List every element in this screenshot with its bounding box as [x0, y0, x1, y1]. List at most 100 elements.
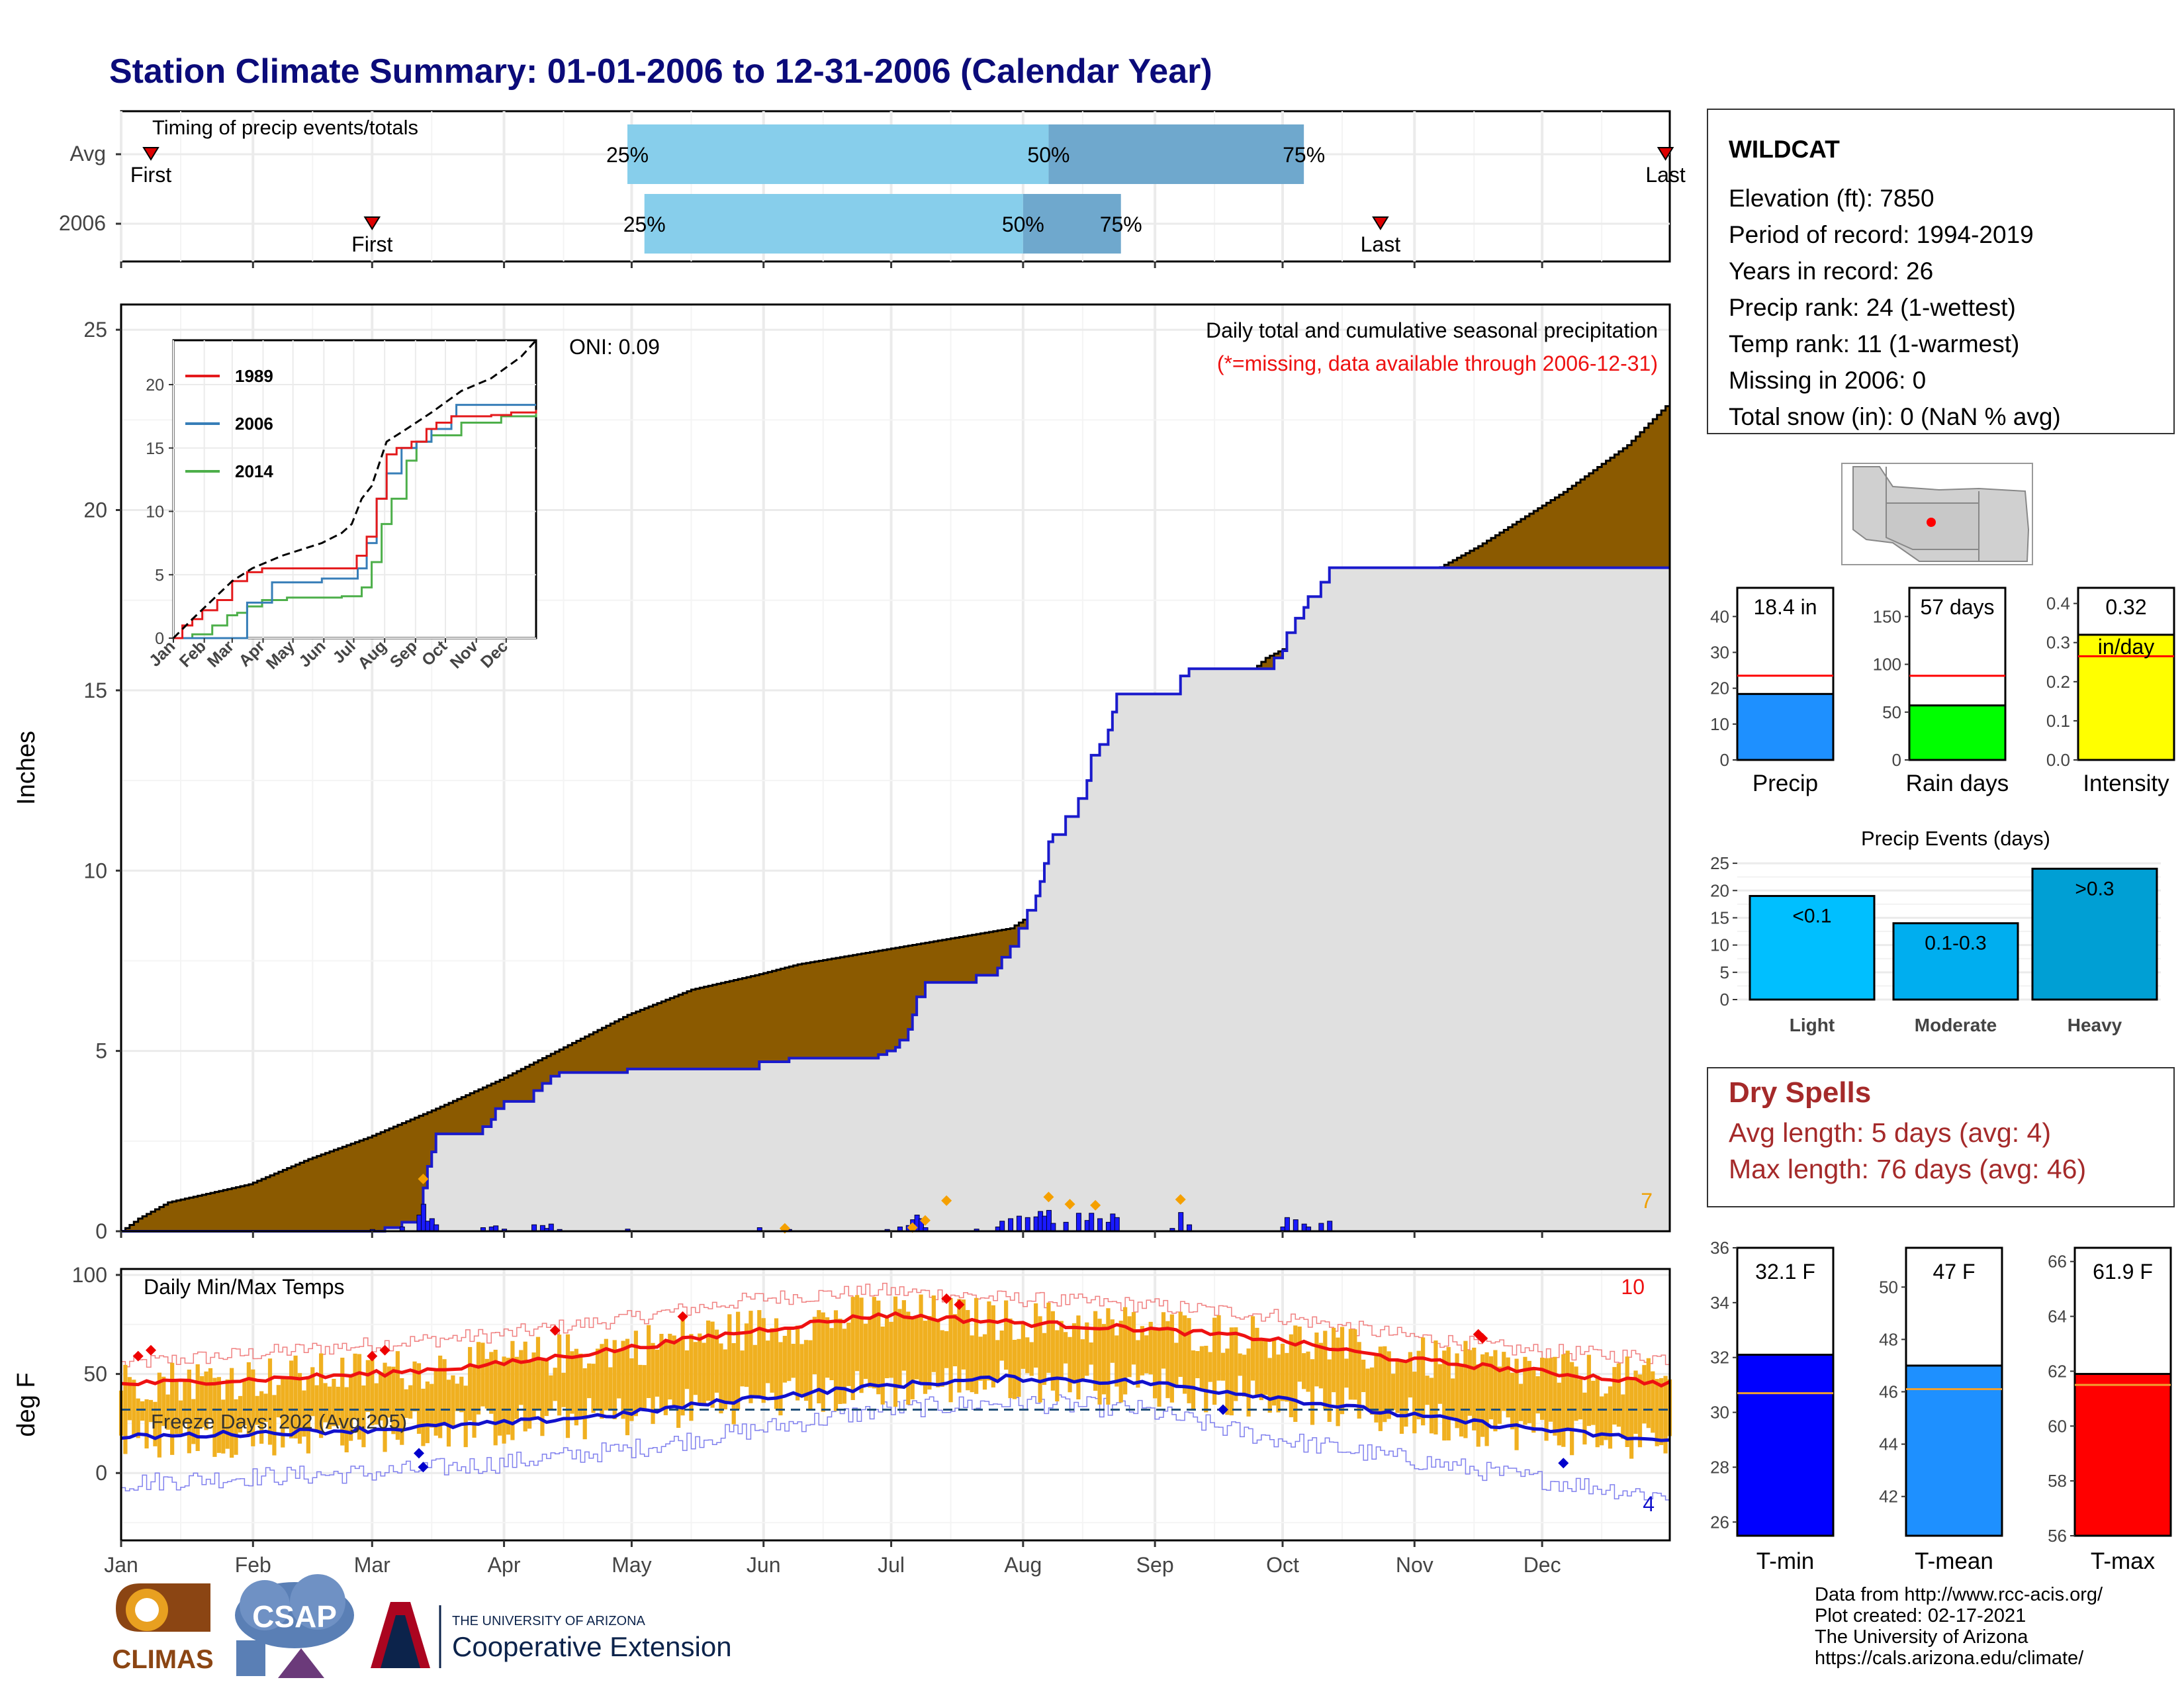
inset-ytick-label: 15	[146, 440, 164, 458]
temp-bar-ytick: 60	[2048, 1416, 2067, 1436]
temp-bar-charts: 26 28 30 32 34 36 32.1 F T-min 42 44 46 48 50 47 F T-m…	[1710, 1238, 2172, 1574]
temp-bar-t-max: 56 58 60 62 64 66 61.9 F T-max	[2048, 1246, 2172, 1574]
mini-bar-ytick: 50	[1882, 702, 1901, 722]
temp-bar-ytick: 46	[1879, 1382, 1898, 1402]
month-label-feb: Feb	[235, 1553, 271, 1577]
daily-precip-bar	[1114, 1217, 1120, 1232]
month-label-sep: Sep	[1136, 1553, 1174, 1577]
avg-max-temp-line	[120, 1311, 1671, 1388]
daily-precip-bar	[1024, 1217, 1030, 1232]
temp-bar-ytick: 34	[1710, 1293, 1729, 1313]
station-info-line: Temp rank: 11 (1-warmest)	[1729, 330, 2019, 357]
station-info-line: Period of record: 1994-2019	[1729, 221, 2034, 248]
mini-bar-ytick: 0.1	[2046, 711, 2070, 731]
temp-ylabel: deg F	[13, 1372, 40, 1436]
station-info-line: Years in record: 26	[1729, 258, 1933, 285]
precip-extreme-marker	[941, 1195, 952, 1206]
inset-legend-2014: 2014	[235, 461, 273, 481]
month-label-aug: Aug	[1004, 1553, 1042, 1577]
mini-bar-ytick: 10	[1710, 714, 1729, 734]
temp-bottom-count: 4	[1643, 1492, 1655, 1516]
mini-bar-rain-days: 0 50 100 150 57 days Rain days	[1873, 586, 2009, 796]
precip-ytick-label: 10	[83, 859, 107, 882]
events-bar-label: <0.1	[1792, 906, 1831, 927]
events-bar-light	[1749, 895, 1876, 1001]
csap-logo: CSAP	[235, 1574, 354, 1678]
events-bar-label: 0.1-0.3	[1925, 933, 1986, 955]
timing-2006-pct-label: 25%	[623, 212, 666, 236]
precip-extreme-marker	[1175, 1194, 1186, 1205]
timing-avg-last-label: Last	[1645, 163, 1686, 187]
month-label-nov: Nov	[1396, 1553, 1433, 1577]
temp-bar-ytick: 30	[1710, 1403, 1729, 1423]
precip-ytick-label: 5	[95, 1039, 107, 1063]
daily-precip-bar	[1178, 1212, 1184, 1232]
mini-bar-ytick: 0	[1892, 750, 1901, 770]
temp-bar-label: T-max	[2091, 1548, 2156, 1574]
record-high-marker	[146, 1344, 156, 1356]
timing-avg-pct-label: 50%	[1027, 143, 1069, 167]
observed-cumulative-line	[121, 566, 1670, 1233]
precip-extreme-marker	[418, 1174, 429, 1185]
timing-panel: 25% 50% 75% First Last 25% 50% 75% First Last Tim…	[59, 110, 1686, 263]
events-ytick: 25	[1710, 853, 1729, 873]
events-ytick: 5	[1720, 962, 1729, 982]
daily-precip-bar	[1008, 1218, 1014, 1232]
events-ytick: 10	[1710, 935, 1729, 955]
credit-line: Data from http://www.rcc-acis.org/	[1815, 1584, 2103, 1605]
timing-2006-q1-bar	[644, 194, 1023, 254]
climas-text: CLIMAS	[112, 1645, 213, 1674]
record-high-marker	[677, 1311, 688, 1322]
daily-precip-bar	[1075, 1213, 1081, 1232]
timing-avg-pct-label: 75%	[1283, 143, 1325, 167]
month-label-dec: Dec	[1524, 1553, 1561, 1577]
timing-2006-last-label: Last	[1361, 232, 1401, 256]
mini-bar-ytick: 30	[1710, 643, 1729, 663]
mini-bar-value-text: 0.32	[2105, 595, 2146, 619]
credit-line: https://cals.arizona.edu/climate/	[1815, 1648, 2084, 1669]
daily-precip-bar	[1097, 1218, 1103, 1232]
credit-line: Plot created: 02-17-2021	[1815, 1605, 2026, 1626]
temp-bar-ytick: 36	[1710, 1238, 1729, 1258]
daily-precip-bar	[1063, 1221, 1069, 1232]
events-ytick: 20	[1710, 880, 1729, 900]
temp-bar-ytick: 48	[1879, 1329, 1898, 1349]
record-high-marker	[379, 1344, 390, 1356]
inset-series-1989	[173, 410, 537, 639]
timing-2006-q2-bar	[1023, 194, 1121, 254]
temp-bar-ytick: 50	[1879, 1277, 1898, 1297]
month-label-oct: Oct	[1266, 1553, 1299, 1577]
mini-bar-ytick: 0.3	[2046, 633, 2070, 653]
mini-bar-label: Rain days	[1906, 771, 2009, 796]
timing-row-avg: Avg	[69, 142, 106, 165]
month-label-mar: Mar	[354, 1553, 390, 1577]
timing-2006-first-label: First	[351, 232, 392, 256]
ua-big-text: Cooperative Extension	[452, 1631, 732, 1662]
temp-bar-value	[1905, 1364, 2003, 1537]
station-name: WILDCAT	[1729, 136, 1840, 163]
mini-bar-ytick: 40	[1710, 606, 1729, 626]
month-label-jun: Jun	[747, 1553, 781, 1577]
events-ytick: 15	[1710, 908, 1729, 927]
mini-bar-value-unit: in/day	[2098, 635, 2154, 659]
timing-avg-q1-bar	[627, 124, 1049, 184]
record-high-marker	[549, 1325, 561, 1336]
timing-avg-first-marker	[142, 147, 159, 161]
locator-map	[1841, 463, 2033, 565]
events-bar-heavy	[2031, 867, 2158, 1001]
station-info-line: Missing in 2006: 0	[1729, 367, 1926, 394]
inset-legend-1989: 1989	[235, 366, 273, 386]
temp-bar-ytick: 28	[1710, 1457, 1729, 1477]
month-label-may: May	[612, 1553, 651, 1577]
daily-precip-bar	[548, 1223, 554, 1232]
record-low-marker	[414, 1448, 424, 1459]
daily-precip-bar	[1327, 1221, 1333, 1232]
mini-bar-precip: 0 10 20 30 40 18.4 in Precip	[1710, 586, 1835, 796]
daily-precip-bar	[999, 1221, 1005, 1232]
temperature-panel: 0 50 100 deg F Daily Min/Max Temps Freeze …	[13, 1263, 1672, 1542]
inset-ytick-label: 10	[146, 503, 164, 522]
mini-bar-ytick: 0.4	[2046, 594, 2070, 614]
precip-description: Daily total and cumulative seasonal prec…	[1206, 318, 1658, 342]
